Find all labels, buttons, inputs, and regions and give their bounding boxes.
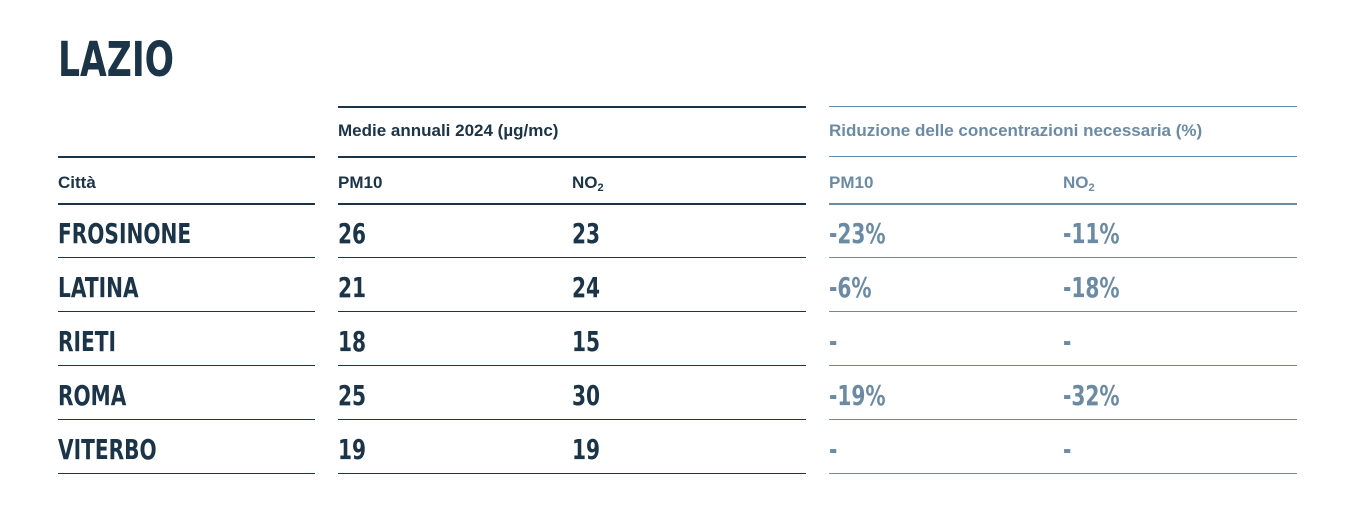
no2-mean-cell: 15 (572, 325, 601, 358)
row-rule-city (58, 473, 315, 474)
pm10-mean-cell: 19 (338, 433, 367, 466)
row-rule-means (338, 473, 806, 474)
pm10-mean-cell: 25 (338, 379, 367, 412)
row-rule-reduction (829, 311, 1297, 312)
annual-means-mid-rule (338, 156, 806, 158)
city-cell: RIETI (58, 325, 117, 358)
pm10-reduction-cell: -23% (829, 217, 886, 250)
city-column-header: Città (58, 173, 96, 192)
row-rule-city (58, 365, 315, 366)
row-rule-reduction (829, 419, 1297, 420)
no2-reduction-cell: - (1063, 325, 1072, 358)
no2-reduction-cell: - (1063, 433, 1072, 466)
no2-reduction-subscript: 2 (1088, 182, 1095, 194)
no2-mean-column-header: NO2 (572, 172, 604, 199)
region-title: LAZIO (58, 32, 175, 88)
reduction-needed-header: Riduzione delle concentrazioni necessari… (829, 121, 1203, 140)
no2-reduction-cell: -32% (1063, 379, 1120, 412)
header-bottom-rule-reduction (829, 203, 1297, 205)
row-rule-city (58, 257, 315, 258)
pm10-mean-column-header: PM10 (338, 173, 383, 192)
no2-reduction-cell: -11% (1063, 217, 1120, 250)
city-cell: VITERBO (58, 433, 157, 466)
header-bottom-rule-means (338, 203, 806, 205)
row-rule-means (338, 311, 806, 312)
city-cell: FROSINONE (58, 217, 192, 250)
reduction-mid-rule (829, 156, 1297, 157)
city-cell: LATINA (58, 271, 139, 304)
no2-mean-cell: 24 (572, 271, 601, 304)
pm10-mean-cell: 21 (338, 271, 367, 304)
header-bottom-rule-city (58, 203, 315, 205)
no2-reduction-cell: -18% (1063, 271, 1120, 304)
no2-reduction-column-header: NO2 (1063, 172, 1095, 199)
no2-reduction-label: NO (1063, 173, 1089, 192)
no2-mean-cell: 30 (572, 379, 601, 412)
pm10-reduction-cell: - (829, 325, 838, 358)
no2-mean-cell: 23 (572, 217, 601, 250)
annual-means-top-rule (338, 106, 806, 108)
no2-mean-label: NO (572, 173, 598, 192)
row-rule-means (338, 419, 806, 420)
pm10-mean-cell: 18 (338, 325, 367, 358)
pm10-reduction-cell: -19% (829, 379, 886, 412)
row-rule-means (338, 365, 806, 366)
row-rule-means (338, 257, 806, 258)
no2-mean-cell: 19 (572, 433, 601, 466)
row-rule-city (58, 419, 315, 420)
row-rule-reduction (829, 257, 1297, 258)
city-column-top-rule (58, 156, 315, 158)
no2-mean-subscript: 2 (597, 182, 604, 194)
annual-means-header: Medie annuali 2024 (µg/mc) (338, 121, 559, 140)
pm10-reduction-cell: -6% (829, 271, 872, 304)
row-rule-reduction (829, 473, 1297, 474)
row-rule-reduction (829, 365, 1297, 366)
pm10-reduction-cell: - (829, 433, 838, 466)
row-rule-city (58, 311, 315, 312)
pm10-mean-cell: 26 (338, 217, 367, 250)
city-cell: ROMA (58, 379, 127, 412)
pm10-reduction-column-header: PM10 (829, 173, 874, 192)
reduction-top-rule (829, 106, 1297, 107)
